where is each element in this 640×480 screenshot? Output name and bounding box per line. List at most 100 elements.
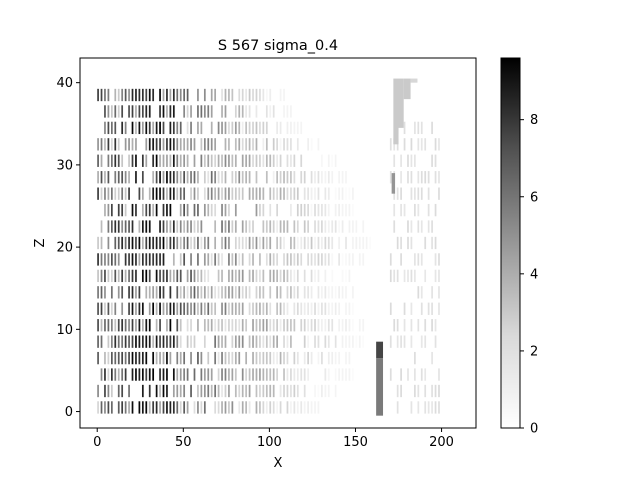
- heat-cell: [272, 105, 275, 118]
- heat-cell: [97, 187, 99, 200]
- heat-cell: [121, 88, 124, 102]
- heat-cell: [400, 154, 402, 167]
- heat-cell: [352, 187, 354, 200]
- heat-cell: [155, 384, 158, 398]
- heat-cell: [407, 236, 409, 250]
- heat-cell: [324, 368, 327, 381]
- heat-cell: [135, 319, 137, 332]
- heat-cell: [193, 138, 196, 151]
- heat-cell: [138, 88, 141, 102]
- heat-cell: [135, 269, 137, 283]
- heat-cell: [417, 401, 420, 414]
- heat-cell: [310, 138, 313, 151]
- heat-cell: [241, 384, 244, 398]
- heat-cell: [321, 154, 323, 167]
- heat-cell: [217, 368, 220, 381]
- heat-cell: [169, 121, 172, 135]
- heat-cell: [245, 286, 248, 299]
- heat-cell: [200, 236, 203, 250]
- heat-cell: [210, 154, 213, 167]
- heat-cell: [135, 253, 137, 266]
- heat-cell: [255, 154, 258, 167]
- heat-cell: [193, 302, 196, 315]
- heat-cell: [245, 88, 248, 102]
- heat-cell: [172, 121, 175, 135]
- heat-cell: [296, 236, 299, 250]
- heat-cell: [434, 384, 437, 398]
- heat-cell: [110, 368, 113, 381]
- heat-cell: [100, 319, 103, 332]
- heat-cell: [290, 286, 292, 299]
- heat-cell: [203, 269, 206, 283]
- heat-cell: [324, 253, 327, 266]
- heat-cell: [252, 187, 254, 200]
- heat-cell: [317, 187, 320, 200]
- y-axis: 0 10 20 30 40: [56, 76, 80, 420]
- heat-cell: [234, 269, 237, 283]
- heat-cell: [100, 302, 103, 315]
- heat-cell: [131, 335, 134, 348]
- heat-cell: [427, 187, 430, 200]
- heat-cell: [348, 351, 351, 365]
- heat-cell: [362, 220, 365, 233]
- heat-cell: [135, 302, 137, 315]
- heat-cell: [259, 319, 261, 332]
- heat-cell: [110, 253, 113, 266]
- heat-cell: [403, 138, 406, 151]
- heat-cell: [269, 88, 272, 102]
- heat-cell: [331, 220, 334, 233]
- heat-cell: [407, 171, 409, 184]
- heat-cell: [417, 319, 420, 332]
- heat-cell: [265, 220, 268, 233]
- heat-cell: [155, 187, 158, 200]
- heat-cell: [131, 368, 134, 381]
- heat-cell: [183, 384, 186, 398]
- heat-cell: [117, 401, 120, 414]
- heat-cell: [238, 319, 241, 332]
- heat-cell: [107, 269, 110, 283]
- heat-cell: [224, 105, 227, 118]
- heat-cell: [200, 368, 203, 381]
- heat-cell: [97, 88, 99, 102]
- heat-cell: [107, 203, 110, 217]
- heat-cell: [420, 171, 423, 184]
- heat-cell: [303, 236, 306, 250]
- colorbar-tick-label: 0: [530, 422, 538, 437]
- heat-cell: [431, 236, 433, 250]
- heat-cell: [338, 203, 340, 217]
- heat-cell: [152, 187, 155, 200]
- heat-cell: [400, 384, 402, 398]
- heat-cell: [314, 335, 316, 348]
- heat-cell: [407, 269, 409, 283]
- heat-cell: [269, 302, 272, 315]
- heat-cell: [265, 236, 268, 250]
- heat-cell: [317, 269, 320, 283]
- heat-cell: [183, 286, 186, 299]
- heat-cell: [131, 269, 134, 283]
- heat-cell: [307, 368, 309, 381]
- heat-cell: [114, 351, 117, 365]
- heat-cell: [352, 368, 354, 381]
- heat-cell: [159, 138, 161, 151]
- heat-cell: [296, 203, 299, 217]
- heat-cell: [159, 384, 161, 398]
- heat-cell: [307, 335, 309, 348]
- heat-cell: [228, 286, 230, 299]
- heat-cell: [228, 138, 230, 151]
- heat-cell: [327, 351, 330, 365]
- heat-cell: [217, 319, 220, 332]
- heat-cell: [114, 319, 117, 332]
- heat-cell: [262, 220, 265, 233]
- heat-cell: [172, 401, 175, 414]
- heat-cell: [279, 236, 282, 250]
- heat-cell: [176, 335, 179, 348]
- heat-cell: [159, 121, 161, 135]
- heat-cell: [262, 368, 265, 381]
- heat-cell: [221, 286, 223, 299]
- heat-cell: [176, 236, 179, 250]
- heat-cell: [221, 236, 223, 250]
- heat-cell: [252, 269, 254, 283]
- heat-cell: [272, 253, 275, 266]
- heat-cell: [293, 286, 296, 299]
- vertical-feature: [398, 78, 404, 128]
